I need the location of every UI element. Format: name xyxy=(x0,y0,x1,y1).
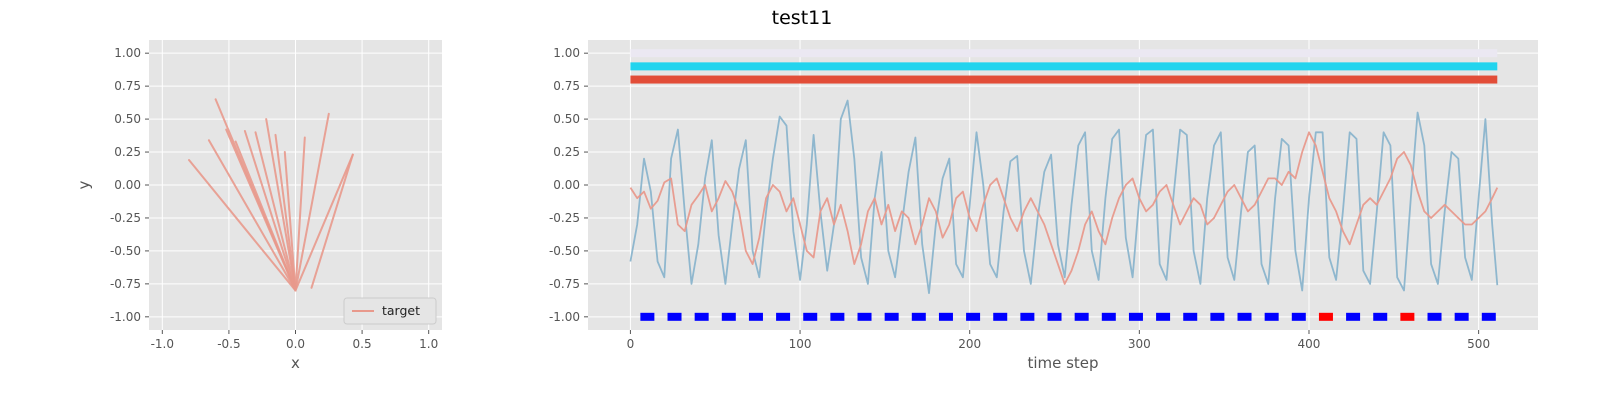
band-0 xyxy=(630,49,1498,58)
event-marker xyxy=(721,312,736,321)
left-y-tick-label: 0.50 xyxy=(114,112,141,126)
left-y-tick-label: -0.25 xyxy=(110,211,141,225)
event-marker xyxy=(1454,312,1469,321)
left-y-axis-label: y xyxy=(75,180,93,189)
right-x-tick-label: 200 xyxy=(958,337,981,351)
right-y-tick-label: 0.25 xyxy=(553,145,580,159)
event-marker xyxy=(966,312,981,321)
right-y-tick-label: 1.00 xyxy=(553,46,580,60)
event-marker xyxy=(1373,312,1388,321)
right-y-tick-label: 0.00 xyxy=(553,178,580,192)
legend: target xyxy=(343,297,437,325)
event-marker xyxy=(1481,312,1496,321)
left-x-tick-label: 0.0 xyxy=(286,337,305,351)
left-x-tick-label: 1.0 xyxy=(419,337,438,351)
event-marker xyxy=(1020,312,1035,321)
right-chart-panel: 0 100 200 300 400 500 -1.00 -0.75 -0.50 -0.25 0.00… xyxy=(549,40,1538,372)
left-y-tick-label: -0.75 xyxy=(110,277,141,291)
event-marker xyxy=(857,312,872,321)
event-marker xyxy=(911,312,926,321)
legend-box xyxy=(343,297,437,325)
left-x-axis-label: x xyxy=(291,354,300,372)
left-x-tick-label: -0.5 xyxy=(217,337,240,351)
band-1 xyxy=(630,62,1498,71)
right-x-tick-label: 0 xyxy=(627,337,635,351)
target-trajectory-line xyxy=(254,131,297,292)
left-chart-panel: -1.0 -0.5 0.0 0.5 1.0 -1.00 -0.75 -0.50 -0.25 0.0… xyxy=(75,40,442,372)
event-marker xyxy=(884,312,899,321)
right-tick-labels: 0 100 200 300 400 500 -1.00 -0.75 -0.50 -0.25 0.00… xyxy=(549,46,1490,351)
left-x-tick-label: 0.5 xyxy=(353,337,372,351)
right-y-tick-label: -0.75 xyxy=(549,277,580,291)
left-y-tick-label: 0.00 xyxy=(114,178,141,192)
event-marker xyxy=(694,312,709,321)
target-trajectory-line xyxy=(243,130,297,292)
event-marker xyxy=(1264,312,1279,321)
event-marker xyxy=(830,312,845,321)
left-tick-labels: -1.0 -0.5 0.0 0.5 1.0 -1.00 -0.75 -0.50 -0.25 0.0… xyxy=(110,46,438,351)
right-y-tick-label: -1.00 xyxy=(549,310,580,324)
event-marker xyxy=(1183,312,1198,321)
event-marker xyxy=(1318,312,1333,321)
right-x-axis-label: time step xyxy=(1027,354,1098,372)
band-2 xyxy=(630,75,1498,84)
event-marker xyxy=(803,312,818,321)
right-y-tick-label: -0.25 xyxy=(549,211,580,225)
event-marker xyxy=(748,312,763,321)
left-x-tick-label: -1.0 xyxy=(151,337,174,351)
right-y-tick-label: -0.50 xyxy=(549,244,580,258)
event-marker xyxy=(1047,312,1062,321)
target-trajectory-line xyxy=(265,118,297,292)
event-marker xyxy=(993,312,1008,321)
event-marker xyxy=(1400,312,1415,321)
event-marker xyxy=(667,312,682,321)
event-marker xyxy=(938,312,953,321)
left-y-tick-label: -1.00 xyxy=(110,310,141,324)
left-series xyxy=(188,98,354,292)
target-trajectory-line xyxy=(207,139,297,292)
left-y-tick-label: 0.75 xyxy=(114,79,141,93)
event-marker xyxy=(776,312,791,321)
left-y-tick-label: -0.50 xyxy=(110,244,141,258)
target-trajectory-line xyxy=(294,136,306,292)
right-x-tick-label: 500 xyxy=(1467,337,1490,351)
event-marker xyxy=(1427,312,1442,321)
legend-label-target: target xyxy=(382,303,420,318)
left-grid xyxy=(149,40,442,330)
left-y-tick-label: 0.25 xyxy=(114,145,141,159)
left-y-tick-label: 1.00 xyxy=(114,46,141,60)
right-y-tick-label: 0.75 xyxy=(553,79,580,93)
event-marker xyxy=(1128,312,1143,321)
right-x-tick-label: 400 xyxy=(1298,337,1321,351)
event-marker xyxy=(1346,312,1361,321)
right-y-tick-label: 0.50 xyxy=(553,112,580,126)
event-marker xyxy=(1074,312,1089,321)
event-marker xyxy=(1101,312,1116,321)
target-trajectory-line xyxy=(274,133,297,292)
right-bands xyxy=(630,49,1498,84)
target-trajectory-line xyxy=(294,153,354,292)
right-x-tick-label: 300 xyxy=(1128,337,1151,351)
right-markers xyxy=(640,312,1496,321)
signal-line-1 xyxy=(629,131,1499,285)
right-series xyxy=(629,99,1499,294)
target-trajectory-line xyxy=(188,159,297,292)
event-marker xyxy=(1156,312,1171,321)
target-trajectory-line xyxy=(310,153,354,289)
right-x-tick-label: 100 xyxy=(789,337,812,351)
event-marker xyxy=(1210,312,1225,321)
event-marker xyxy=(1237,312,1252,321)
target-trajectory-line xyxy=(283,151,297,292)
event-marker xyxy=(640,312,655,321)
target-trajectory-line xyxy=(294,112,330,292)
signal-line-0 xyxy=(629,99,1499,294)
event-marker xyxy=(1291,312,1306,321)
figure-title: test11 xyxy=(772,7,833,29)
target-trajectory-line xyxy=(234,140,297,292)
